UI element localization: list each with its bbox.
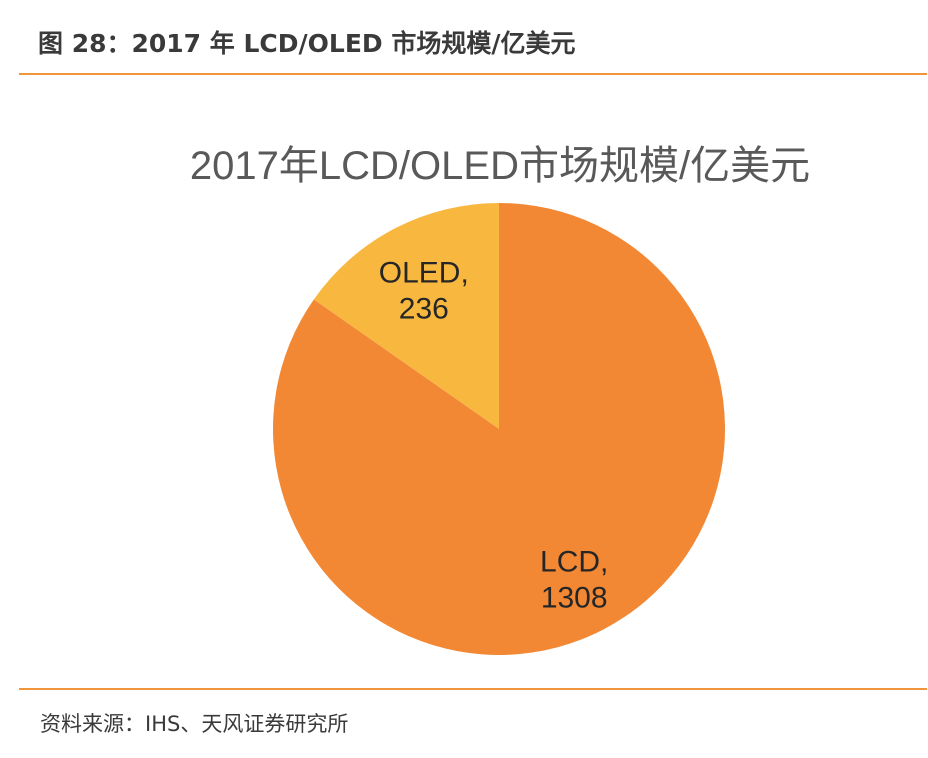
figure-caption: 图 28：2017 年 LCD/OLED 市场规模/亿美元 [38, 29, 576, 58]
footer-divider [19, 688, 927, 690]
header-divider [19, 73, 927, 75]
pie-slices [273, 203, 726, 656]
data-label-oled: OLED, 236 [379, 257, 469, 326]
pie-data-labels: OLED, 236 LCD, 1308 [379, 257, 609, 615]
data-label-lcd: LCD, 1308 [540, 545, 608, 614]
pie-slice-lcd [273, 203, 726, 656]
pie-slice-oled [313, 203, 499, 429]
source-note: 资料来源：IHS、天风证券研究所 [40, 712, 349, 736]
chart-title: 2017年LCD/OLED市场规模/亿美元 [190, 144, 810, 188]
